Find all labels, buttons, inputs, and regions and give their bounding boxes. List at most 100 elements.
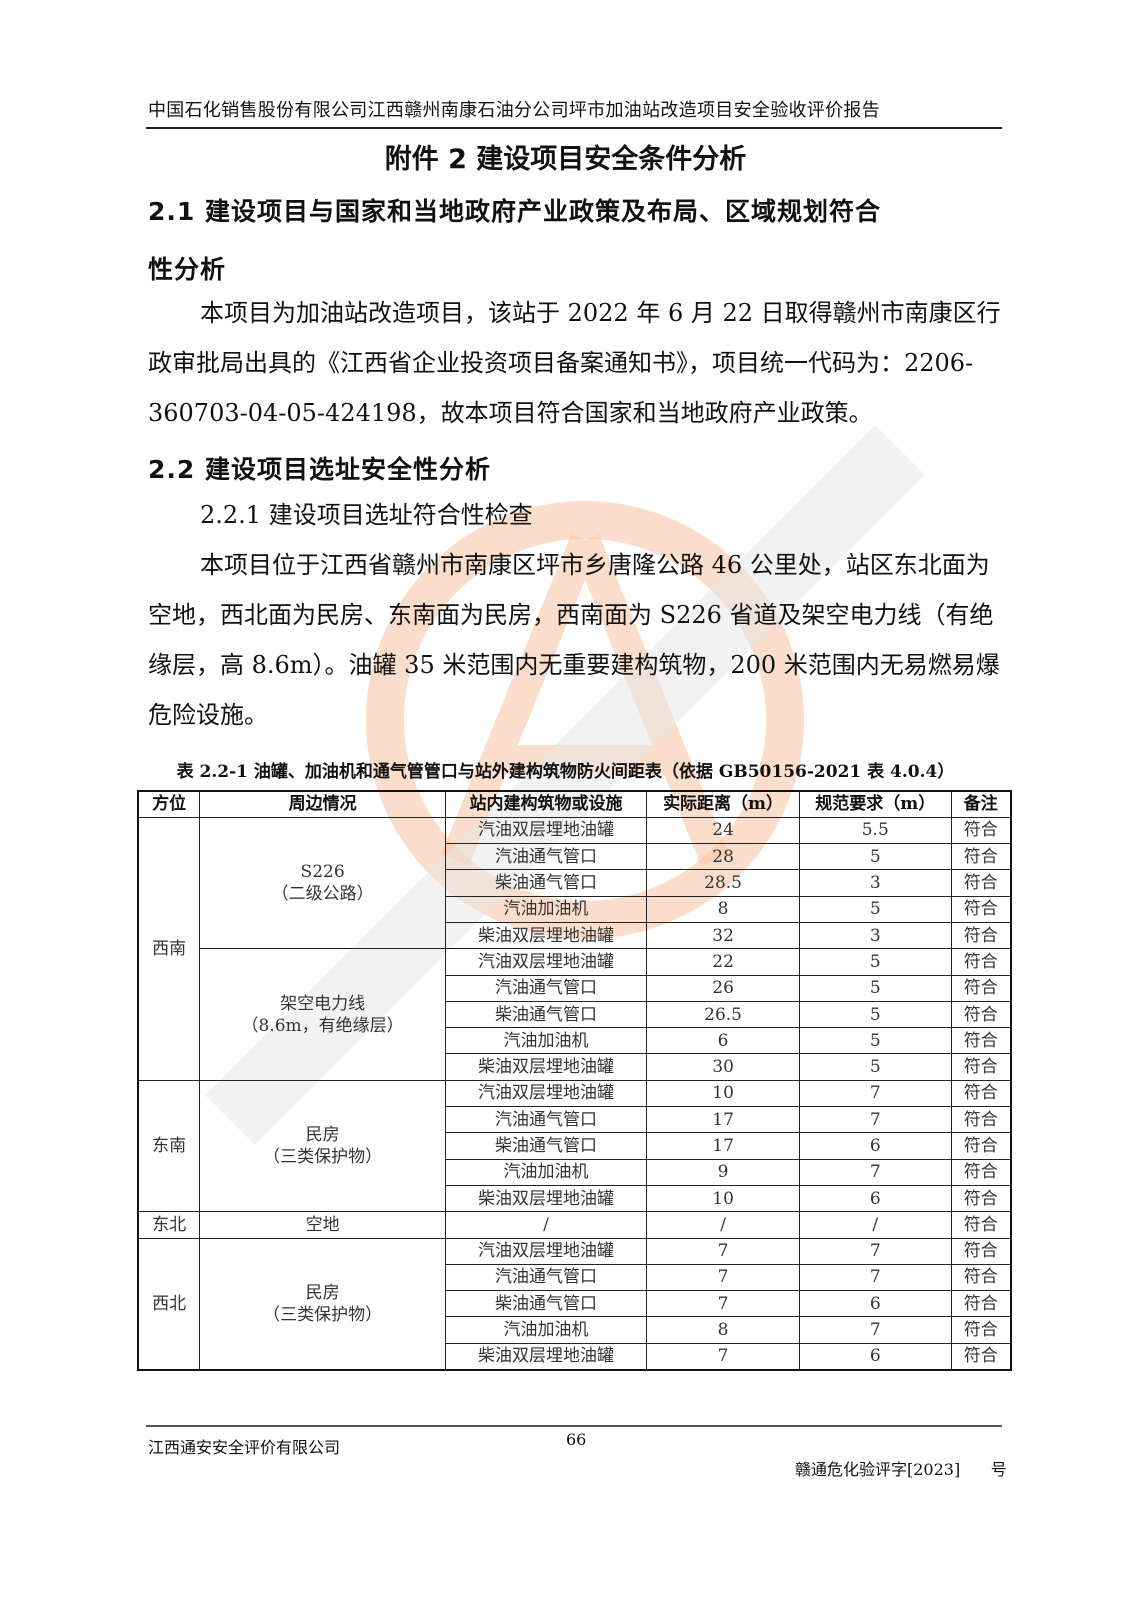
remark-cell: 符合 bbox=[950, 816, 1012, 845]
required-distance-cell: 5 bbox=[798, 843, 952, 871]
required-distance-cell: 7 bbox=[798, 1106, 952, 1134]
column-header: 周边情况 bbox=[199, 790, 446, 818]
required-distance-cell: 5 bbox=[798, 895, 952, 923]
actual-distance-cell: 28.5 bbox=[646, 869, 800, 897]
table-row: 汽油通气管口 26 5 符合 bbox=[138, 974, 1012, 1002]
surrounding-line: S226 bbox=[300, 862, 345, 883]
actual-distance-cell: 7 bbox=[646, 1290, 800, 1318]
actual-distance-cell: 7 bbox=[646, 1342, 800, 1371]
table-row: 西北 民房 （三类保护物） 汽油双层埋地油罐 7 7 符合 bbox=[137, 1237, 1012, 1371]
remark-cell: 符合 bbox=[950, 1263, 1012, 1292]
actual-distance-cell: 10 bbox=[646, 1184, 800, 1213]
required-distance-cell: 5 bbox=[798, 948, 952, 976]
column-header: 实际距离（m） bbox=[646, 790, 800, 818]
actual-distance-cell: 24 bbox=[646, 816, 800, 845]
actual-distance-cell: 30 bbox=[646, 1053, 800, 1081]
footer-rule bbox=[146, 1425, 1002, 1427]
remark-cell: 符合 bbox=[950, 1184, 1012, 1213]
surrounding-line: 空地 bbox=[305, 1214, 340, 1235]
page-number: 66 bbox=[566, 1430, 587, 1449]
direction-cell: 东南 bbox=[137, 1079, 201, 1213]
actual-distance-cell: 26.5 bbox=[646, 1000, 800, 1029]
footer-doc-number: 赣通危化验评字[2023] 号 bbox=[795, 1460, 1007, 1479]
table-row: 柴油双层埋地油罐 32 3 符合 bbox=[138, 921, 1012, 950]
page-body: 附件 2 建设项目安全条件分析 2.1 建设项目与国家和当地政府产业政策及布局、… bbox=[137, 142, 1012, 1371]
actual-distance-cell: 17 bbox=[646, 1106, 800, 1134]
required-distance-cell: 5 bbox=[798, 1000, 952, 1029]
table-row: 东北 空地 / / / 符合 bbox=[137, 1211, 1012, 1239]
surrounding-cell: 民房 （三类保护物） bbox=[199, 1237, 446, 1371]
facility-cell: 汽油通气管口 bbox=[444, 974, 648, 1002]
subsection-2-2-1-heading: 2.2.1 建设项目选址符合性检查 bbox=[200, 501, 533, 529]
column-header: 规范要求（m） bbox=[798, 790, 952, 818]
table-row: 柴油双层埋地油罐 30 5 符合 bbox=[138, 1053, 1012, 1081]
actual-distance-cell: 6 bbox=[646, 1027, 800, 1055]
surrounding-cell: 架空电力线 （8.6m，有绝缘层） bbox=[199, 948, 446, 1081]
facility-cell: 汽油通气管口 bbox=[444, 1263, 648, 1292]
actual-distance-cell: 7 bbox=[646, 1237, 800, 1265]
table-row: 柴油通气管口 26.5 5 符合 bbox=[138, 1000, 1012, 1029]
page-header: 中国石化销售股份有限公司江西赣州南康石油分公司坪市加油站改造项目安全验收评价报告 bbox=[148, 100, 880, 121]
required-distance-cell: 3 bbox=[798, 869, 952, 897]
facility-cell: 汽油加油机 bbox=[444, 1027, 648, 1055]
surrounding-line: （8.6m，有绝缘层） bbox=[241, 1015, 404, 1036]
facility-cell: 柴油通气管口 bbox=[444, 1000, 648, 1029]
facility-cell: 汽油通气管口 bbox=[444, 1106, 648, 1134]
surrounding-cell: 民房 （三类保护物） bbox=[199, 1079, 446, 1213]
required-distance-cell: / bbox=[798, 1211, 952, 1239]
actual-distance-cell: 9 bbox=[646, 1158, 800, 1186]
table-row: 汽油加油机 9 7 符合 bbox=[138, 1158, 1012, 1186]
table-row: 柴油双层埋地油罐 7 6 符合 bbox=[138, 1342, 1012, 1371]
direction-cell: 东北 bbox=[137, 1211, 201, 1239]
remark-cell: 符合 bbox=[950, 1027, 1012, 1055]
actual-distance-cell: 8 bbox=[646, 895, 800, 923]
surrounding-line: （三类保护物） bbox=[263, 1304, 383, 1325]
column-header: 站内建构筑物或设施 bbox=[444, 790, 648, 818]
remark-cell: 符合 bbox=[950, 1000, 1012, 1029]
required-distance-cell: 7 bbox=[798, 1237, 952, 1265]
remark-cell: 符合 bbox=[950, 921, 1012, 950]
facility-cell: 汽油加油机 bbox=[444, 1158, 648, 1186]
facility-cell: 柴油双层埋地油罐 bbox=[444, 1342, 648, 1371]
surrounding-line: 民房 bbox=[305, 1125, 340, 1145]
paragraph-policy: 本项目为加油站改造项目，该站于 2022 年 6 月 22 日取得赣州市南康区行… bbox=[148, 299, 1001, 427]
section-2-1-heading: 2.1 建设项目与国家和当地政府产业政策及布局、区域规划符合 bbox=[148, 197, 881, 226]
remark-cell: 符合 bbox=[950, 1316, 1012, 1344]
actual-distance-cell: 32 bbox=[646, 921, 800, 950]
actual-distance-cell: 10 bbox=[646, 1079, 800, 1108]
required-distance-cell: 3 bbox=[798, 921, 952, 950]
facility-cell: 汽油双层埋地油罐 bbox=[444, 1079, 648, 1108]
required-distance-cell: 6 bbox=[798, 1184, 952, 1213]
surrounding-line: 架空电力线 bbox=[280, 993, 366, 1014]
actual-distance-cell: 22 bbox=[646, 948, 800, 976]
facility-cell: 汽油双层埋地油罐 bbox=[444, 816, 648, 845]
actual-distance-cell: 8 bbox=[646, 1316, 800, 1344]
actual-distance-cell: 7 bbox=[646, 1263, 800, 1292]
table-row: 汽油通气管口 7 7 符合 bbox=[138, 1263, 1012, 1292]
surrounding-line: （三类保护物） bbox=[263, 1147, 383, 1167]
actual-distance-cell: 28 bbox=[646, 843, 800, 871]
required-distance-cell: 5 bbox=[798, 1053, 952, 1081]
table-row: 西南 S226 （二级公路） 汽油双层埋地油罐 24 5.5 符合 bbox=[137, 816, 1012, 1081]
page-title: 附件 2 建设项目安全条件分析 bbox=[384, 144, 747, 175]
surrounding-cell: S226 （二级公路） bbox=[199, 816, 446, 950]
facility-cell: 汽油双层埋地油罐 bbox=[444, 948, 648, 976]
required-distance-cell: 6 bbox=[798, 1132, 952, 1160]
table-row: 汽油加油机 8 7 符合 bbox=[138, 1316, 1012, 1344]
table-row: 东南 民房 （三类保护物） 汽油双层埋地油罐 10 7 符合 bbox=[137, 1079, 1012, 1213]
actual-distance-cell: / bbox=[646, 1211, 800, 1239]
footer-company: 江西通安安全评价有限公司 bbox=[148, 1438, 341, 1457]
remark-cell: 符合 bbox=[950, 1106, 1012, 1134]
remark-cell: 符合 bbox=[950, 1211, 1012, 1239]
table-row: 柴油通气管口 7 6 符合 bbox=[138, 1290, 1012, 1318]
facility-cell: 汽油双层埋地油罐 bbox=[444, 1237, 648, 1265]
remark-cell: 符合 bbox=[950, 895, 1012, 923]
required-distance-cell: 7 bbox=[798, 1316, 952, 1344]
table-row: 架空电力线 （8.6m，有绝缘层） 汽油双层埋地油罐 22 5 符合 bbox=[138, 948, 1012, 1081]
table-row: 柴油双层埋地油罐 10 6 符合 bbox=[138, 1184, 1012, 1213]
facility-cell: 柴油通气管口 bbox=[444, 1132, 648, 1160]
required-distance-cell: 7 bbox=[798, 1263, 952, 1292]
section-2-2-heading: 2.2 建设项目选址安全性分析 bbox=[148, 455, 491, 484]
direction-cell: 西南 bbox=[137, 816, 201, 1081]
table-header-row: 方位 周边情况 站内建构筑物或设施 实际距离（m） 规范要求（m） 备注 bbox=[137, 790, 1012, 818]
